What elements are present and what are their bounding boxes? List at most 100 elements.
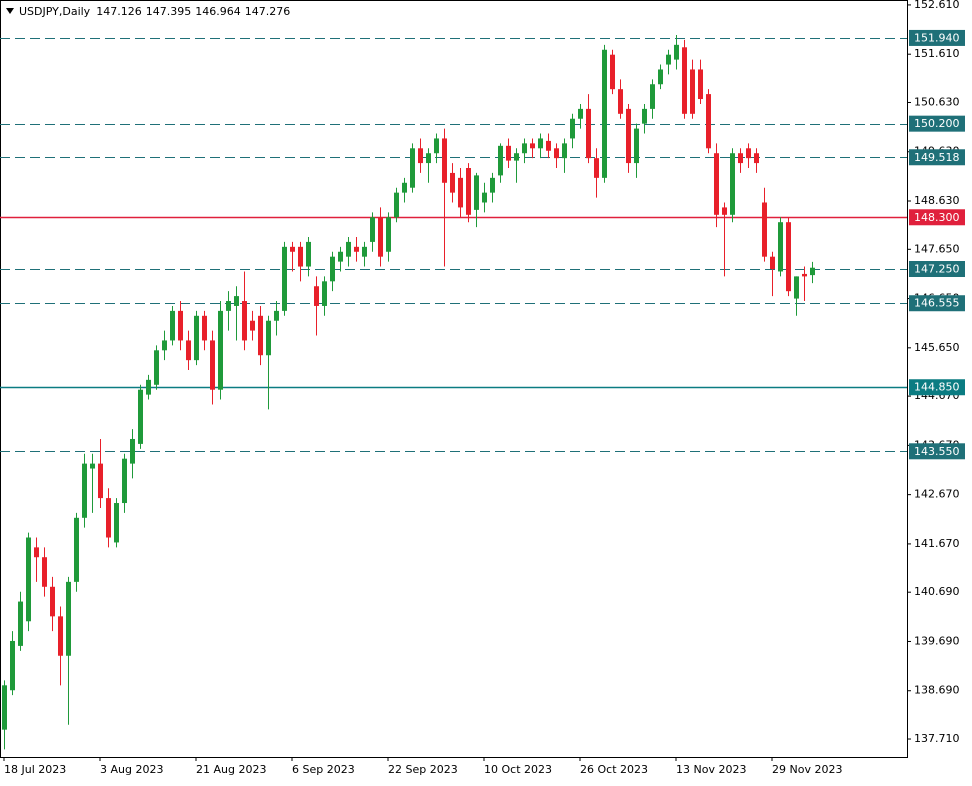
level-label: 151.940 <box>914 31 960 44</box>
x-tick-label: 29 Nov 2023 <box>772 763 842 776</box>
level-label-box <box>909 443 965 460</box>
candle-body <box>274 310 279 321</box>
candle-body <box>34 547 39 558</box>
candle-body <box>626 108 631 164</box>
x-tick-label: 21 Aug 2023 <box>196 763 266 776</box>
candle-body <box>682 47 687 114</box>
candle-body <box>26 537 31 622</box>
candle-body <box>370 217 375 242</box>
candle-body <box>346 241 351 257</box>
candle-body <box>58 616 63 656</box>
candle-body <box>98 463 103 499</box>
candle-body <box>722 207 727 215</box>
level-label: 150.200 <box>914 117 960 130</box>
chart-title: USDJPY,Daily <box>19 5 91 18</box>
candle-body <box>74 517 79 582</box>
y-tick-label: 148.630 <box>914 194 960 207</box>
candle-body <box>738 153 743 164</box>
candle-body <box>66 581 71 656</box>
candle-body <box>162 340 167 351</box>
candle-body <box>394 192 399 218</box>
candle-body <box>218 310 223 390</box>
candle-body <box>610 54 615 90</box>
candle-body <box>746 148 751 159</box>
candle-body <box>106 498 111 538</box>
candle-body <box>786 222 791 292</box>
candle-body <box>354 246 359 252</box>
candle-body <box>18 601 23 646</box>
candle-body <box>802 273 807 277</box>
candle-body <box>306 241 311 267</box>
y-tick-label: 151.610 <box>914 47 960 60</box>
candle-body <box>618 89 623 114</box>
candle-body <box>242 301 247 341</box>
candle-body <box>362 246 367 257</box>
candle-body <box>530 143 535 149</box>
level-label: 147.250 <box>914 263 960 276</box>
level-label-box <box>909 149 965 166</box>
candle-body <box>82 463 87 518</box>
candle-body <box>314 286 319 306</box>
candle-body <box>258 315 263 356</box>
candle-body <box>330 256 335 282</box>
candle-body <box>706 94 711 149</box>
candle-body <box>674 44 679 60</box>
candle-body <box>442 138 447 183</box>
level-label: 148.300 <box>914 211 960 224</box>
candle-body <box>642 108 647 124</box>
candle-body <box>322 281 327 306</box>
candle-body <box>634 128 639 164</box>
candle-body <box>690 69 695 114</box>
candle-body <box>666 54 671 65</box>
candle-body <box>138 389 143 444</box>
candle-body <box>146 379 151 395</box>
y-tick-label: 152.610 <box>914 0 960 11</box>
candle-body <box>418 148 423 164</box>
candle-body <box>778 222 783 272</box>
candle-body <box>410 148 415 188</box>
header-open: 147.126 <box>96 5 142 18</box>
candle-body <box>338 251 343 262</box>
candle-body <box>594 158 599 178</box>
candle-body <box>698 69 703 100</box>
header-close: 147.276 <box>245 5 291 18</box>
candle-body <box>506 145 511 161</box>
candle-body <box>490 177 495 193</box>
candle-body <box>658 69 663 85</box>
level-label-box <box>909 295 965 312</box>
menu-triangle[interactable] <box>6 8 14 14</box>
candle-body <box>194 315 199 361</box>
candle-body <box>2 685 7 730</box>
level-label-box <box>909 209 965 226</box>
candle-body <box>754 153 759 164</box>
candle-body <box>10 640 15 691</box>
candle-body <box>266 320 271 356</box>
candle-body <box>290 246 295 252</box>
level-label: 144.850 <box>914 381 960 394</box>
candle-body <box>178 310 183 341</box>
x-tick-label: 22 Sep 2023 <box>388 763 458 776</box>
candle-body <box>378 217 383 257</box>
candle-body <box>794 276 799 299</box>
y-tick-label: 147.650 <box>914 242 960 255</box>
x-tick-label: 26 Oct 2023 <box>580 763 648 776</box>
y-tick-label: 137.710 <box>914 732 960 745</box>
candle-body <box>90 463 95 469</box>
candle-body <box>386 217 391 252</box>
candle-body <box>50 586 55 617</box>
chart-header: USDJPY,Daily 147.126 147.395 146.964 147.276 <box>19 5 290 18</box>
level-label-box <box>909 261 965 278</box>
candle-body <box>402 182 407 193</box>
y-tick-label: 138.690 <box>914 684 960 697</box>
candle-body <box>578 108 583 119</box>
x-tick-label: 10 Oct 2023 <box>484 763 552 776</box>
candle-body <box>450 172 455 193</box>
y-tick-label: 150.630 <box>914 95 960 108</box>
candle-body <box>282 246 287 311</box>
candle-body <box>730 153 735 215</box>
level-label: 143.550 <box>914 445 960 458</box>
candle-body <box>602 49 607 178</box>
x-tick-label: 6 Sep 2023 <box>292 763 355 776</box>
candle-body <box>522 143 527 154</box>
